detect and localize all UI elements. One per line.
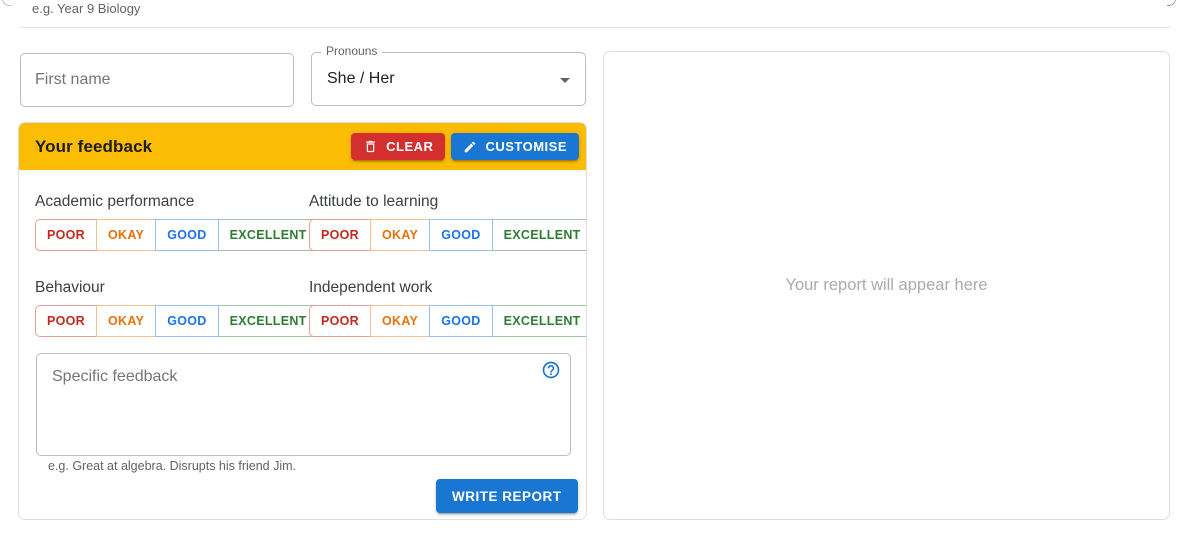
category-label-behaviour: Behaviour: [35, 279, 105, 296]
rating-excellent-button[interactable]: EXCELLENT: [217, 219, 319, 251]
pencil-icon: [465, 141, 476, 152]
rating-excellent-button[interactable]: EXCELLENT: [491, 219, 586, 251]
rating-excellent-button[interactable]: EXCELLENT: [217, 305, 319, 337]
feedback-title: Your feedback: [35, 136, 153, 156]
report-output-panel: Your report will appear here: [603, 51, 1170, 520]
rating-excellent-button[interactable]: EXCELLENT: [491, 305, 586, 337]
pronouns-select[interactable]: Pronouns She / Her: [311, 44, 586, 106]
rating-group-independent-work: POOR OKAY GOOD EXCELLENT: [309, 305, 586, 337]
specific-feedback-textarea[interactable]: [36, 353, 571, 456]
write-report-button-label: WRITE REPORT: [452, 488, 562, 504]
pronouns-selected-value: She / Her: [327, 70, 395, 87]
clear-button[interactable]: CLEAR: [351, 133, 446, 160]
first-name-input[interactable]: [20, 53, 294, 107]
rating-poor-button[interactable]: POOR: [35, 219, 98, 251]
clear-button-label: CLEAR: [386, 139, 434, 154]
class-name-helper: e.g. Year 9 Biology: [32, 1, 141, 16]
rating-group-attitude-to-learning: POOR OKAY GOOD EXCELLENT: [309, 219, 586, 251]
rating-good-button[interactable]: GOOD: [155, 219, 219, 251]
specific-feedback-helper: e.g. Great at algebra. Disrupts his frie…: [48, 459, 297, 473]
rating-poor-button[interactable]: POOR: [309, 219, 372, 251]
category-label-academic-performance: Academic performance: [35, 193, 195, 210]
rating-okay-button[interactable]: OKAY: [96, 219, 157, 251]
rating-good-button[interactable]: GOOD: [155, 305, 219, 337]
write-report-button[interactable]: WRITE REPORT: [436, 479, 578, 513]
category-label-independent-work: Independent work: [309, 279, 433, 296]
rating-poor-button[interactable]: POOR: [309, 305, 372, 337]
rating-poor-button[interactable]: POOR: [35, 305, 98, 337]
trash-icon: [366, 140, 376, 153]
feedback-header: Your feedback CLEAR CUSTOMISE: [19, 123, 586, 170]
rating-group-behaviour: POOR OKAY GOOD EXCELLENT: [35, 305, 319, 337]
report-placeholder-text: Your report will appear here: [785, 276, 988, 294]
feedback-body: Academic performance POOR OKAY GOOD EXCE…: [19, 170, 586, 519]
rating-good-button[interactable]: GOOD: [429, 305, 493, 337]
feedback-header-actions: CLEAR CUSTOMISE: [351, 133, 579, 160]
arrow-drop-down-icon: [560, 78, 570, 83]
section-divider: [20, 27, 1170, 28]
feedback-card: Your feedback CLEAR CUSTOMISE Academic p…: [18, 122, 587, 520]
pronouns-select-label: Pronouns: [321, 44, 383, 58]
customise-button[interactable]: CUSTOMISE: [451, 133, 579, 160]
cutoff-input-corner-left: [2, 0, 11, 6]
rating-group-academic-performance: POOR OKAY GOOD EXCELLENT: [35, 219, 319, 251]
rating-okay-button[interactable]: OKAY: [370, 219, 431, 251]
customise-button-label: CUSTOMISE: [485, 139, 567, 154]
rating-okay-button[interactable]: OKAY: [96, 305, 157, 337]
cutoff-input-corner-right: [1167, 0, 1176, 6]
rating-okay-button[interactable]: OKAY: [370, 305, 431, 337]
help-icon[interactable]: [541, 360, 561, 380]
rating-good-button[interactable]: GOOD: [429, 219, 493, 251]
category-label-attitude-to-learning: Attitude to learning: [309, 193, 439, 210]
